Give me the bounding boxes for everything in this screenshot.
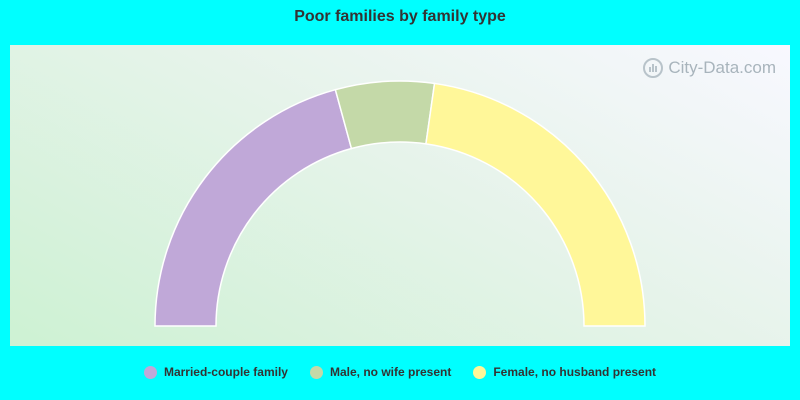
legend-swatch bbox=[473, 365, 487, 379]
legend-label: Female, no husband present bbox=[493, 365, 657, 379]
watermark-text: City-Data.com bbox=[668, 58, 776, 77]
legend-label: Married-couple family bbox=[163, 365, 288, 379]
watermark: City-Data.com bbox=[642, 57, 776, 79]
legend: Married-couple family Male, no wife prese… bbox=[0, 365, 800, 379]
legend-item-3[interactable]: Female, no husband present bbox=[473, 365, 656, 379]
donut-segment-3[interactable] bbox=[425, 82, 646, 327]
legend-swatch bbox=[309, 365, 323, 379]
city-data-logo-icon bbox=[643, 58, 664, 78]
legend-item-1[interactable]: Married-couple family bbox=[143, 365, 288, 379]
legend-swatch bbox=[143, 365, 157, 379]
chart-title: Poor families by family type bbox=[294, 8, 506, 25]
legend-item-2[interactable]: Male, no wife present bbox=[309, 365, 452, 379]
donut-segment-2[interactable] bbox=[334, 80, 436, 150]
legend-label: Male, no wife present bbox=[329, 365, 452, 379]
donut-segment-1[interactable] bbox=[154, 88, 353, 327]
